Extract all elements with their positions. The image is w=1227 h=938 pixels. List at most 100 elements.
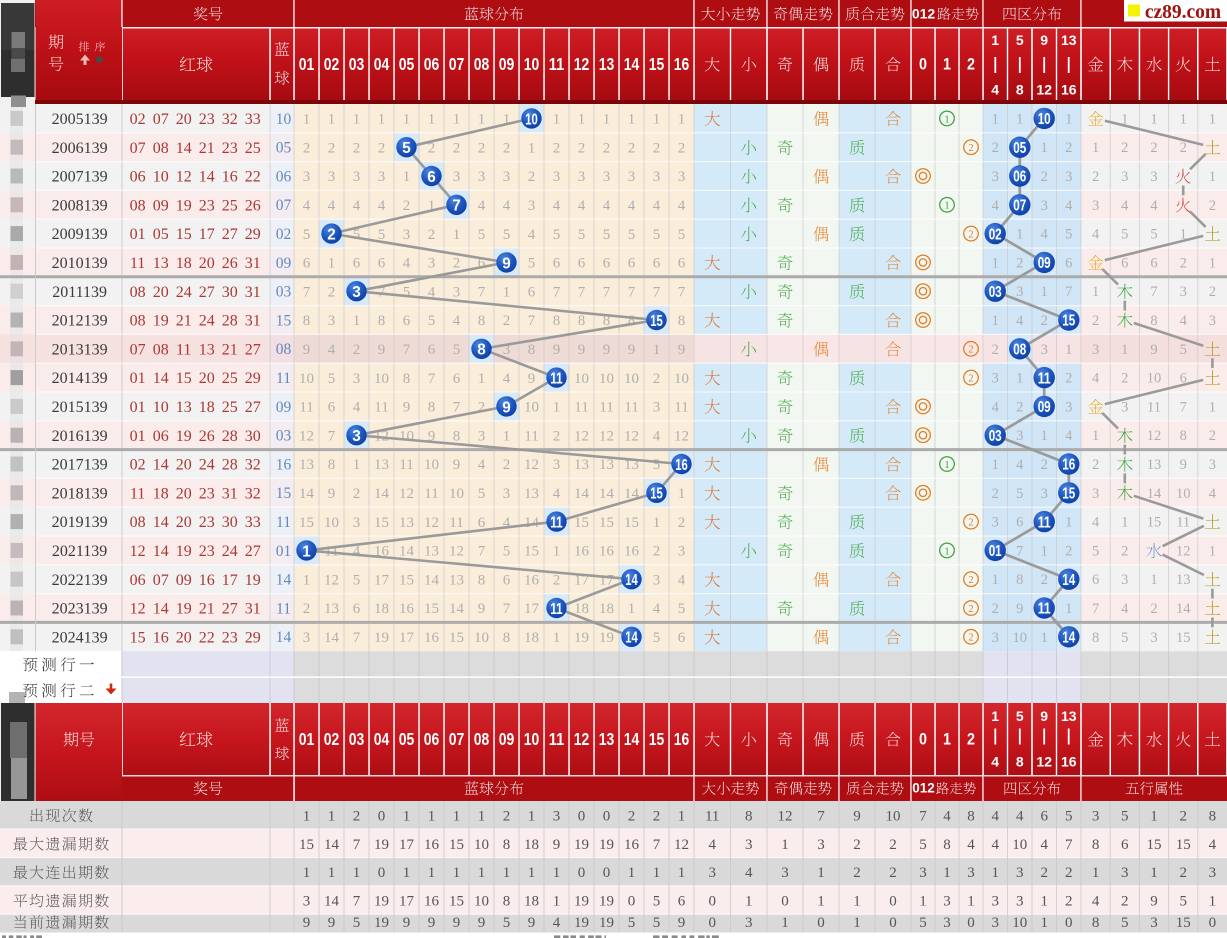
svg-text:08: 08 bbox=[276, 341, 292, 358]
svg-text:6: 6 bbox=[403, 313, 411, 329]
svg-text:17: 17 bbox=[524, 601, 540, 617]
svg-text:13: 13 bbox=[374, 457, 389, 473]
svg-text:8: 8 bbox=[403, 371, 411, 387]
svg-text:9: 9 bbox=[428, 428, 436, 444]
svg-text:0: 0 bbox=[578, 865, 586, 881]
svg-text:5: 5 bbox=[1121, 630, 1128, 646]
svg-text:14: 14 bbox=[153, 370, 169, 387]
svg-text:6: 6 bbox=[303, 256, 311, 272]
svg-text:1: 1 bbox=[303, 112, 311, 128]
svg-text:8: 8 bbox=[1092, 915, 1100, 931]
svg-text:3: 3 bbox=[478, 428, 486, 444]
svg-text:3: 3 bbox=[1150, 630, 1157, 646]
svg-text:2: 2 bbox=[378, 140, 386, 156]
svg-text:1: 1 bbox=[1040, 915, 1048, 931]
svg-text:4: 4 bbox=[1150, 198, 1158, 214]
svg-text:5: 5 bbox=[428, 313, 436, 329]
svg-text:09: 09 bbox=[276, 399, 292, 416]
svg-text:18: 18 bbox=[574, 601, 589, 617]
svg-text:1: 1 bbox=[503, 112, 511, 128]
svg-text:8: 8 bbox=[503, 837, 511, 853]
svg-text:3: 3 bbox=[1121, 865, 1129, 881]
svg-text:3: 3 bbox=[353, 169, 361, 185]
svg-text:0: 0 bbox=[889, 894, 897, 910]
svg-text:3: 3 bbox=[503, 486, 511, 502]
svg-text:11: 11 bbox=[1147, 399, 1161, 415]
svg-text:11: 11 bbox=[550, 515, 563, 532]
svg-text:1: 1 bbox=[353, 313, 361, 329]
svg-text:2: 2 bbox=[992, 342, 999, 358]
svg-text:14: 14 bbox=[199, 169, 215, 186]
svg-text:24: 24 bbox=[199, 457, 215, 474]
svg-text:2009139: 2009139 bbox=[52, 226, 108, 243]
svg-text:16: 16 bbox=[424, 630, 440, 646]
svg-text:8: 8 bbox=[378, 313, 386, 329]
svg-text:8: 8 bbox=[745, 808, 753, 824]
svg-text:1: 1 bbox=[653, 112, 661, 128]
svg-text:1: 1 bbox=[853, 915, 861, 931]
svg-text:3: 3 bbox=[1041, 198, 1048, 214]
svg-text:11: 11 bbox=[130, 255, 145, 272]
svg-text:1: 1 bbox=[503, 284, 511, 300]
svg-text:16: 16 bbox=[524, 572, 540, 588]
svg-text:1: 1 bbox=[1041, 284, 1048, 300]
svg-text:7: 7 bbox=[1150, 284, 1157, 300]
svg-text:1: 1 bbox=[991, 32, 999, 48]
svg-text:6: 6 bbox=[653, 256, 661, 272]
svg-text:1: 1 bbox=[653, 342, 661, 358]
svg-text:01: 01 bbox=[130, 428, 146, 445]
svg-text:3: 3 bbox=[628, 169, 636, 185]
svg-text:15: 15 bbox=[176, 370, 192, 387]
svg-text:05: 05 bbox=[153, 226, 169, 243]
svg-text:1: 1 bbox=[628, 112, 636, 128]
svg-text:23: 23 bbox=[199, 111, 215, 128]
svg-text:1: 1 bbox=[428, 112, 436, 128]
svg-text:2: 2 bbox=[503, 313, 511, 329]
svg-text:3: 3 bbox=[603, 169, 611, 185]
svg-text:17: 17 bbox=[374, 572, 390, 588]
svg-text:5: 5 bbox=[353, 915, 361, 931]
svg-text:5: 5 bbox=[553, 227, 561, 243]
svg-text:02: 02 bbox=[324, 729, 340, 749]
svg-text:3: 3 bbox=[1092, 808, 1100, 824]
svg-text:5: 5 bbox=[678, 601, 686, 617]
svg-text:8: 8 bbox=[553, 313, 561, 329]
svg-text:6: 6 bbox=[603, 256, 611, 272]
svg-text:8: 8 bbox=[1180, 428, 1187, 444]
svg-text:3: 3 bbox=[967, 865, 975, 881]
svg-text:11: 11 bbox=[624, 400, 638, 416]
svg-text:2: 2 bbox=[453, 140, 461, 156]
svg-text:3: 3 bbox=[453, 169, 461, 185]
svg-text:5: 5 bbox=[453, 342, 461, 358]
svg-text:11: 11 bbox=[1038, 601, 1051, 618]
svg-text:31: 31 bbox=[245, 255, 261, 272]
svg-text:2: 2 bbox=[353, 808, 361, 824]
svg-text:1: 1 bbox=[428, 198, 436, 214]
svg-text:16: 16 bbox=[674, 729, 690, 749]
svg-text:8: 8 bbox=[528, 342, 536, 358]
svg-text:14: 14 bbox=[624, 54, 640, 74]
svg-text:1: 1 bbox=[1209, 399, 1216, 415]
svg-text:2: 2 bbox=[653, 808, 661, 824]
svg-text:15: 15 bbox=[130, 629, 146, 646]
svg-text:1: 1 bbox=[378, 112, 386, 128]
svg-text:15: 15 bbox=[276, 485, 292, 502]
svg-text:9: 9 bbox=[453, 457, 461, 473]
svg-text:1: 1 bbox=[353, 457, 361, 473]
svg-text:2: 2 bbox=[992, 140, 999, 156]
svg-text:1: 1 bbox=[943, 865, 951, 881]
svg-text:15: 15 bbox=[374, 515, 389, 531]
svg-text:12: 12 bbox=[424, 515, 439, 531]
svg-text:14: 14 bbox=[624, 729, 640, 749]
svg-text:10: 10 bbox=[474, 837, 489, 853]
svg-text:2: 2 bbox=[327, 227, 336, 244]
svg-text:10: 10 bbox=[599, 371, 614, 387]
svg-text:1: 1 bbox=[1150, 111, 1157, 127]
svg-text:2: 2 bbox=[1016, 399, 1023, 415]
svg-text:8: 8 bbox=[1209, 808, 1217, 824]
svg-text:1: 1 bbox=[303, 572, 311, 588]
svg-text:0: 0 bbox=[378, 808, 386, 824]
svg-text:4: 4 bbox=[991, 81, 999, 97]
svg-text:13: 13 bbox=[299, 457, 314, 473]
svg-text:17: 17 bbox=[199, 226, 215, 243]
